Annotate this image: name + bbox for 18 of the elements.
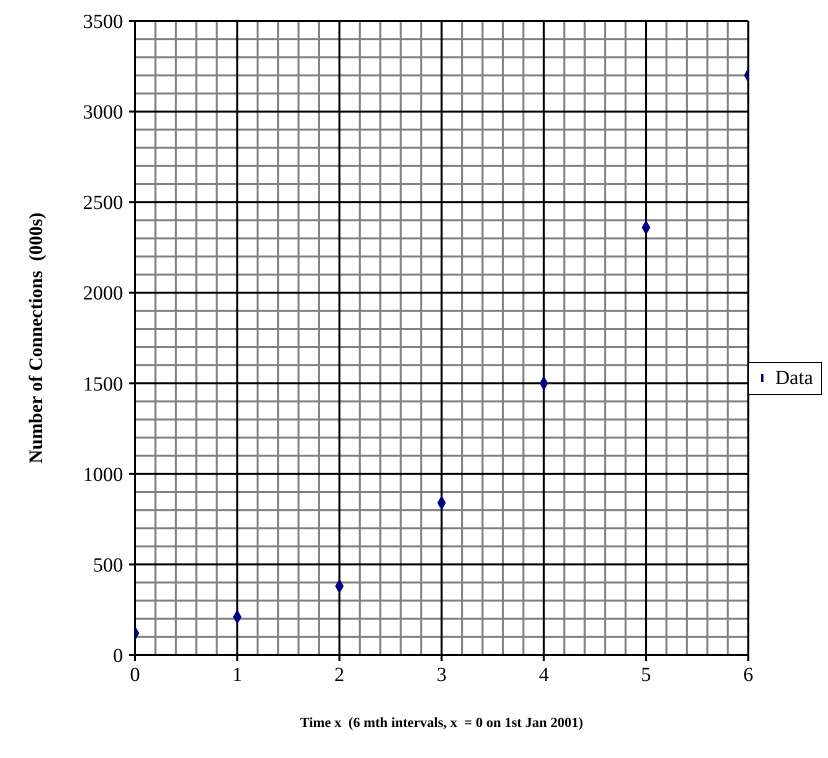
y-tick-label: 500 [93, 554, 123, 576]
x-tick-label: 2 [334, 664, 344, 686]
x-tick-label: 6 [743, 664, 754, 686]
x-tick-label: 1 [232, 664, 242, 686]
x-tick-label: 3 [436, 664, 447, 686]
x-tick-label: 0 [130, 664, 140, 686]
y-tick-label: 1000 [83, 464, 123, 486]
y-tick-label: 3500 [83, 11, 123, 33]
y-tick-label: 2000 [83, 282, 123, 305]
x-axis-title: Time x (6 mth intervals, x = 0 on 1st Jan 2001) [300, 716, 584, 731]
y-tick-label: 2500 [83, 192, 123, 214]
y-tick-label: 1500 [83, 373, 123, 396]
x-tick-label: 4 [538, 664, 549, 686]
y-tick-label: 0 [113, 645, 123, 667]
y-tick-label: 3000 [83, 102, 123, 124]
x-tick-label: 5 [641, 664, 652, 686]
legend-label: Data [775, 366, 813, 390]
y-axis-title: Number of Connections (000s) [26, 212, 47, 464]
